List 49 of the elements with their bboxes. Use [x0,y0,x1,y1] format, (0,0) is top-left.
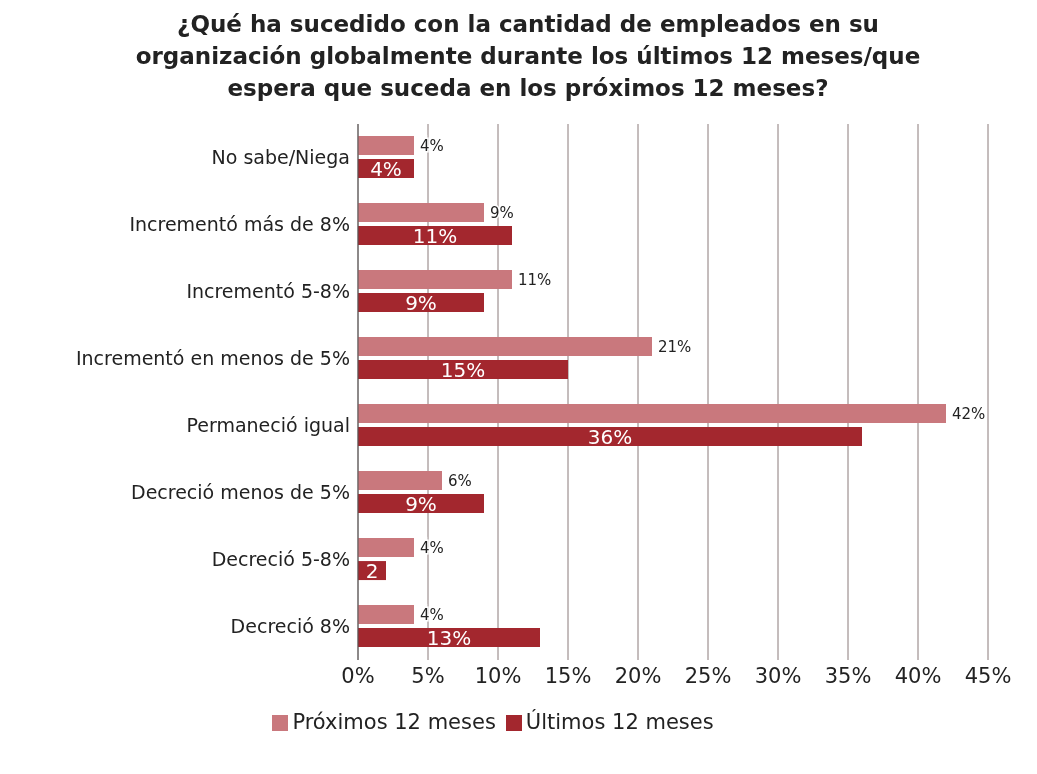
data-label: 9% [405,290,437,315]
y-tick-label: Incrementó más de 8% [129,213,350,236]
bar [358,471,442,491]
bar [358,270,512,290]
x-tick-label: 20% [614,663,662,688]
data-label: 4% [370,156,402,181]
data-label: 13% [426,625,472,650]
bar [358,427,862,447]
y-tick-label: Decreció 8% [230,615,350,638]
legend-label: Próximos 12 meses [292,710,496,734]
bar [358,226,512,246]
x-tick-label: 15% [544,663,592,688]
x-tick-label: 25% [684,663,732,688]
data-label: 11% [518,270,552,289]
bar [358,203,484,223]
bar [358,605,414,625]
data-label: 4% [420,538,444,557]
data-label: 15% [440,357,486,382]
data-label: 36% [587,424,633,449]
y-tick-label: No sabe/Niega [211,146,350,169]
bar [358,337,652,357]
data-label: 9% [490,203,514,222]
data-label: 4% [420,605,444,624]
data-label: 2 [365,558,379,583]
y-tick-label: Decreció 5-8% [211,548,350,571]
data-label: 11% [412,223,458,248]
x-tick-label: 40% [894,663,942,688]
x-tick-label: 10% [474,663,522,688]
data-label: 42% [952,404,986,423]
y-tick-label: Decreció menos de 5% [131,481,350,504]
bar [358,136,414,156]
y-tick-label: Incrementó en menos de 5% [75,347,350,370]
data-label: 21% [658,337,692,356]
bar [358,538,414,558]
x-tick-label: 5% [411,663,445,688]
x-tick-label: 0% [341,663,375,688]
x-tick-label: 45% [964,663,1012,688]
bar [358,360,568,380]
data-label: 9% [405,491,437,516]
bar [358,404,946,424]
data-label: 6% [448,471,472,490]
legend-label: Últimos 12 meses [525,710,714,734]
x-tick-label: 35% [824,663,872,688]
bar [358,628,540,648]
data-label: 4% [420,136,444,155]
y-tick-label: Permaneció igual [186,414,350,437]
x-tick-label: 30% [754,663,802,688]
y-tick-label: Incrementó 5-8% [186,280,350,303]
chart-title: ¿Qué ha sucedido con la cantidad de empleados en su organización globalmente durante los últimos 12 meses/que espera que suceda en los próximos 12 meses? [134,10,922,103]
